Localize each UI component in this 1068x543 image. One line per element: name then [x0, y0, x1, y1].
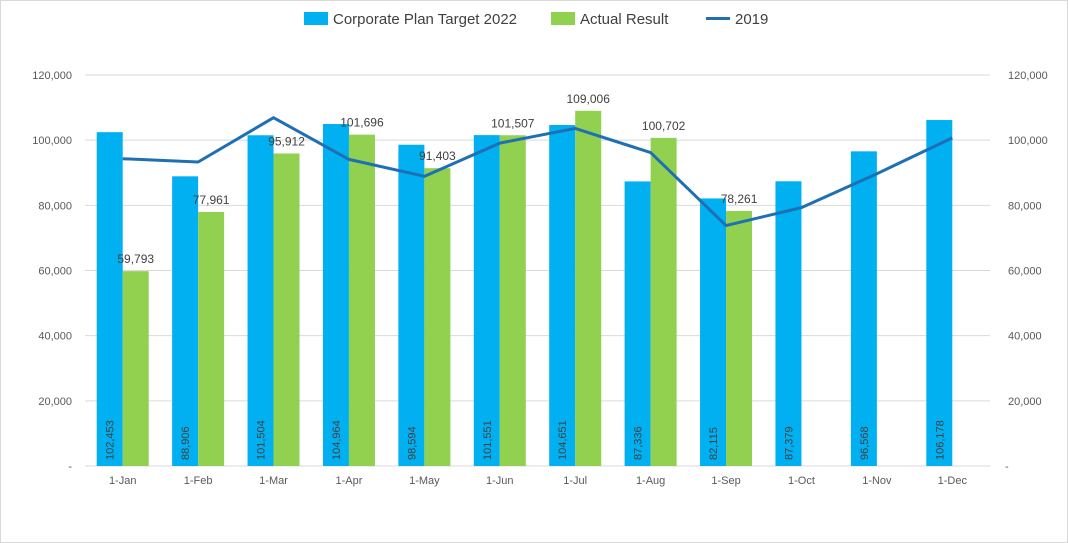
bar-target: [624, 181, 651, 466]
bar-target: [775, 181, 802, 466]
bar-actual-value-label: 101,507: [491, 116, 535, 130]
y-tick-label-right: -: [1005, 461, 1009, 473]
y-tick-label-right: 120,000: [1008, 70, 1048, 82]
bar-actual-value-label: 59,793: [117, 252, 154, 266]
bar-target-value-label: 82,115: [708, 427, 720, 460]
bar-target: [850, 151, 877, 466]
bar-actual-value-label: 95,912: [268, 134, 305, 148]
y-tick-label-right: 60,000: [1008, 266, 1042, 278]
y-tick-label-left: 20,000: [38, 396, 72, 408]
bar-target: [96, 132, 123, 466]
x-tick-label: 1-Dec: [938, 475, 968, 487]
bar-target: [473, 135, 500, 467]
bar-target: [247, 135, 274, 467]
bar-target-value-label: 101,551: [482, 420, 494, 460]
bar-target: [549, 125, 576, 467]
x-tick-label: 1-Nov: [862, 475, 892, 487]
bar-actual: [650, 137, 677, 466]
bar-target-value-label: 106,178: [934, 420, 946, 460]
y-tick-label-left: 80,000: [38, 200, 72, 212]
bar-actual: [122, 271, 149, 466]
x-tick-label: 1-Mar: [259, 475, 288, 487]
x-tick-label: 1-Apr: [336, 475, 363, 487]
x-tick-label: 1-Sep: [711, 475, 740, 487]
x-tick-label: 1-Jan: [109, 475, 137, 487]
bar-target-value-label: 104,651: [557, 420, 569, 460]
bar-actual-value-label: 101,696: [340, 116, 384, 130]
bar-target: [926, 120, 953, 466]
legend-label: 2019: [735, 11, 768, 28]
x-tick-label: 1-Jul: [563, 475, 587, 487]
bar-actual-value-label: 91,403: [419, 149, 456, 163]
bar-target-value-label: 98,594: [406, 426, 418, 460]
bar-actual: [424, 168, 451, 466]
legend-label: Actual Result: [580, 11, 669, 28]
y-tick-label-left: 40,000: [38, 331, 72, 343]
y-tick-label-right: 80,000: [1008, 200, 1042, 212]
bar-actual-value-label: 77,961: [193, 193, 230, 207]
y-tick-label-left: 60,000: [38, 266, 72, 278]
y-tick-label-left: -: [68, 461, 72, 473]
legend-swatch: [551, 12, 575, 25]
bar-actual-value-label: 109,006: [567, 92, 611, 106]
y-tick-label-left: 100,000: [32, 135, 72, 147]
y-tick-label-right: 40,000: [1008, 331, 1042, 343]
bar-target: [700, 198, 727, 466]
x-tick-label: 1-Feb: [184, 475, 213, 487]
bar-target-value-label: 87,379: [783, 426, 795, 460]
x-tick-label: 1-Oct: [788, 475, 815, 487]
bar-target: [172, 176, 199, 466]
bar-actual: [273, 153, 300, 466]
bar-target-value-label: 104,964: [331, 420, 343, 460]
bar-target-value-label: 102,453: [105, 420, 117, 460]
bar-target-value-label: 87,336: [633, 426, 645, 460]
x-tick-label: 1-May: [409, 475, 440, 487]
bar-actual: [575, 110, 602, 466]
line-2019: [122, 116, 953, 228]
y-tick-label-left: 120,000: [32, 70, 72, 82]
legend-label: Corporate Plan Target 2022: [333, 11, 517, 28]
y-tick-label-right: 100,000: [1008, 135, 1048, 147]
x-tick-label: 1-Aug: [636, 475, 665, 487]
bar-actual: [726, 210, 753, 466]
bar-actual: [348, 134, 375, 466]
bar-actual: [499, 135, 526, 467]
y-tick-label-right: 20,000: [1008, 396, 1042, 408]
bar-target-value-label: 101,504: [256, 420, 268, 460]
bar-actual-value-label: 100,702: [642, 119, 686, 133]
bar-target: [322, 123, 349, 466]
bar-target-value-label: 88,906: [180, 426, 192, 460]
bar-target-value-label: 96,568: [859, 426, 871, 460]
x-tick-label: 1-Jun: [486, 475, 514, 487]
bar-actual: [198, 211, 225, 466]
bar-target: [398, 144, 425, 467]
legend-swatch: [304, 12, 328, 25]
bar-actual-value-label: 78,261: [721, 192, 758, 206]
